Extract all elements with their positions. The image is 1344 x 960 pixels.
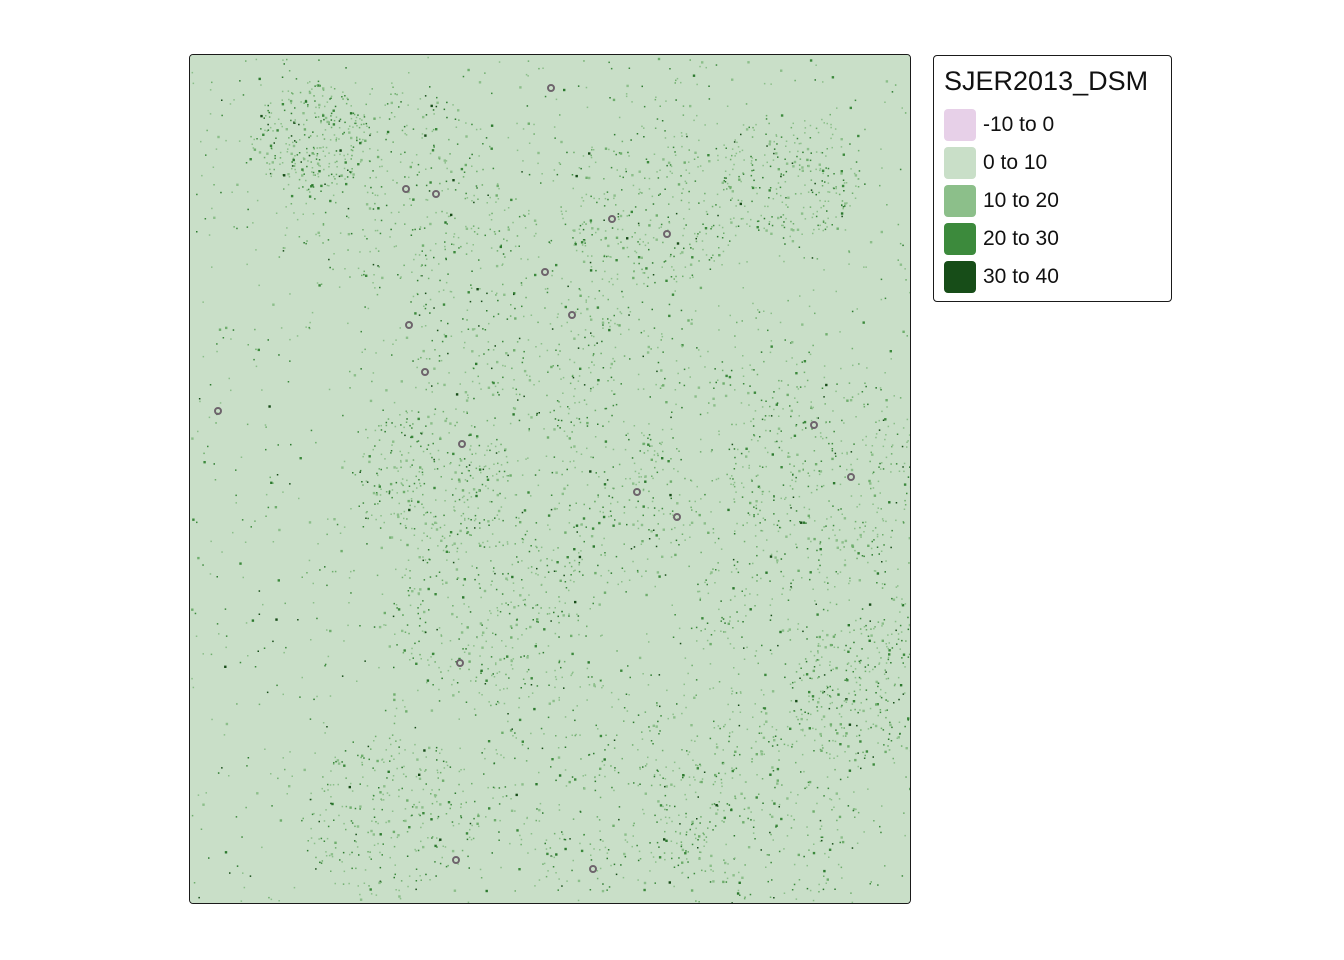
legend-title: SJER2013_DSM bbox=[944, 66, 1149, 96]
plot-point[interactable] bbox=[432, 190, 440, 198]
plot-point[interactable] bbox=[456, 659, 464, 667]
legend-label: 0 to 10 bbox=[983, 151, 1048, 174]
map-legend: SJER2013_DSM -10 to 0 0 to 10 10 to 20 2… bbox=[933, 55, 1172, 302]
legend-label: 10 to 20 bbox=[983, 189, 1059, 212]
raster-map bbox=[190, 55, 910, 903]
legend-swatch bbox=[944, 109, 976, 141]
plot-point[interactable] bbox=[452, 856, 460, 864]
plot-point[interactable] bbox=[568, 311, 576, 319]
legend-label: 30 to 40 bbox=[983, 265, 1059, 288]
plot-point[interactable] bbox=[405, 321, 413, 329]
raster-background bbox=[190, 55, 910, 903]
legend-swatch bbox=[944, 261, 976, 293]
plot-point[interactable] bbox=[633, 488, 641, 496]
plot-point[interactable] bbox=[214, 407, 222, 415]
plot-point[interactable] bbox=[608, 215, 616, 223]
plot-point[interactable] bbox=[847, 473, 855, 481]
legend-label: -10 to 0 bbox=[983, 113, 1055, 136]
plot-point[interactable] bbox=[589, 865, 597, 873]
plot-point[interactable] bbox=[402, 185, 410, 193]
plot-point[interactable] bbox=[458, 440, 466, 448]
legend-swatch bbox=[944, 223, 976, 255]
plot-point[interactable] bbox=[673, 513, 681, 521]
plot-point[interactable] bbox=[663, 230, 671, 238]
legend-swatch bbox=[944, 147, 976, 179]
plot-point[interactable] bbox=[810, 421, 818, 429]
plot-point[interactable] bbox=[421, 368, 429, 376]
plot-locations bbox=[214, 84, 855, 873]
map-panel[interactable] bbox=[189, 54, 911, 904]
plot-point[interactable] bbox=[547, 84, 555, 92]
vegetation-speckles bbox=[191, 56, 910, 903]
legend-label: 20 to 30 bbox=[983, 227, 1059, 250]
legend-swatch bbox=[944, 185, 976, 217]
plot-point[interactable] bbox=[541, 268, 549, 276]
